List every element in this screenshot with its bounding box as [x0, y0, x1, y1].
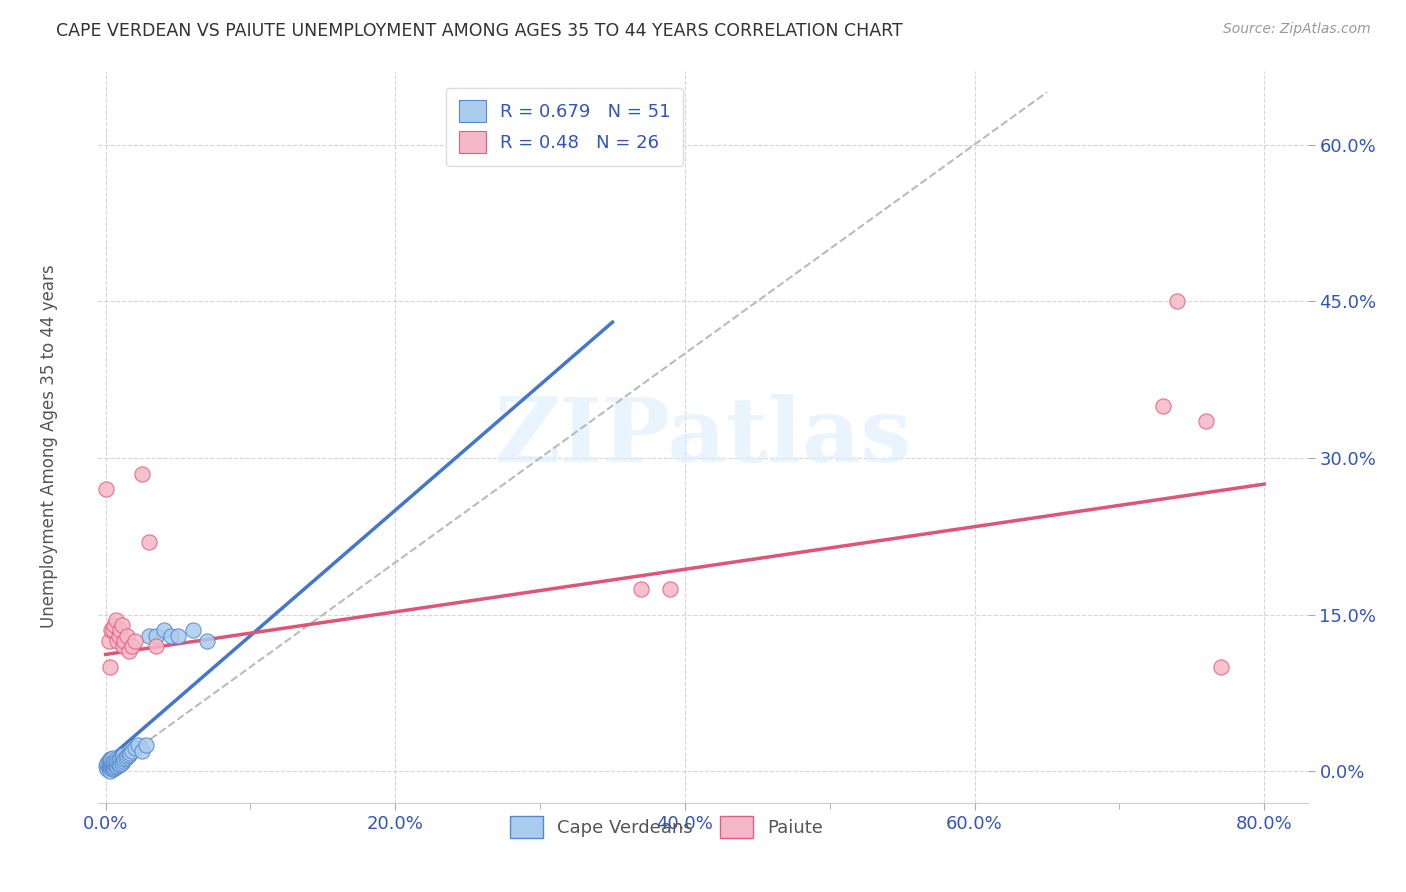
Point: [94, 483, 117, 497]
Point: [98, 760, 121, 774]
Point: [659, 582, 682, 596]
Point: [103, 618, 125, 632]
Point: [103, 761, 125, 775]
Point: [110, 749, 132, 764]
Point: [104, 613, 127, 627]
Point: [117, 629, 139, 643]
Point: [96, 756, 118, 770]
Point: [1152, 399, 1174, 413]
Point: [131, 467, 153, 481]
Point: [117, 748, 139, 763]
Point: [114, 633, 136, 648]
Point: [105, 759, 128, 773]
Point: [1166, 294, 1188, 309]
Point: [103, 757, 125, 772]
Point: [101, 756, 124, 770]
Point: [108, 757, 131, 772]
Point: [100, 758, 122, 772]
Point: [97, 754, 120, 768]
Point: [101, 751, 124, 765]
Point: [100, 761, 122, 775]
Point: [110, 618, 132, 632]
Point: [101, 763, 124, 777]
Point: [105, 633, 128, 648]
Point: [181, 624, 204, 638]
Point: [97, 761, 120, 775]
Point: [108, 751, 131, 765]
Point: [118, 644, 141, 658]
Text: Unemployment Among Ages 35 to 44 years: Unemployment Among Ages 35 to 44 years: [41, 264, 58, 628]
Point: [104, 752, 127, 766]
Point: [100, 624, 122, 638]
Point: [108, 624, 131, 638]
Point: [120, 746, 142, 760]
Point: [98, 757, 121, 772]
Text: Source: ZipAtlas.com: Source: ZipAtlas.com: [1223, 22, 1371, 37]
Point: [112, 639, 135, 653]
Point: [152, 624, 174, 638]
Point: [107, 629, 129, 643]
Point: [145, 629, 167, 643]
Point: [131, 743, 153, 757]
Point: [100, 755, 122, 769]
Point: [107, 758, 129, 772]
Point: [104, 760, 127, 774]
Point: [1195, 414, 1218, 428]
Point: [97, 633, 120, 648]
Point: [97, 759, 120, 773]
Point: [96, 763, 118, 777]
Point: [104, 756, 127, 770]
Point: [1209, 660, 1232, 674]
Point: [112, 747, 135, 762]
Point: [94, 759, 117, 773]
Point: [98, 764, 121, 779]
Point: [103, 754, 125, 768]
Point: [101, 624, 124, 638]
Text: CAPE VERDEAN VS PAIUTE UNEMPLOYMENT AMONG AGES 35 TO 44 YEARS CORRELATION CHART: CAPE VERDEAN VS PAIUTE UNEMPLOYMENT AMON…: [56, 22, 903, 40]
Point: [124, 741, 146, 756]
Point: [159, 629, 181, 643]
Point: [98, 752, 121, 766]
Point: [135, 739, 157, 753]
Text: ZIPatlas: ZIPatlas: [495, 393, 911, 481]
Point: [118, 747, 141, 762]
Point: [98, 660, 121, 674]
Point: [138, 534, 160, 549]
Point: [138, 629, 160, 643]
Point: [101, 759, 124, 773]
Point: [127, 739, 149, 753]
Point: [115, 751, 138, 765]
Point: [107, 753, 129, 767]
Point: [114, 752, 136, 766]
Point: [100, 752, 122, 766]
Point: [145, 639, 167, 653]
Legend: Cape Verdeans, Paiute: Cape Verdeans, Paiute: [503, 808, 830, 845]
Point: [124, 633, 146, 648]
Point: [121, 743, 143, 757]
Point: [110, 756, 132, 770]
Point: [121, 639, 143, 653]
Point: [167, 629, 190, 643]
Point: [195, 633, 218, 648]
Point: [630, 582, 652, 596]
Point: [112, 754, 135, 768]
Point: [105, 754, 128, 768]
